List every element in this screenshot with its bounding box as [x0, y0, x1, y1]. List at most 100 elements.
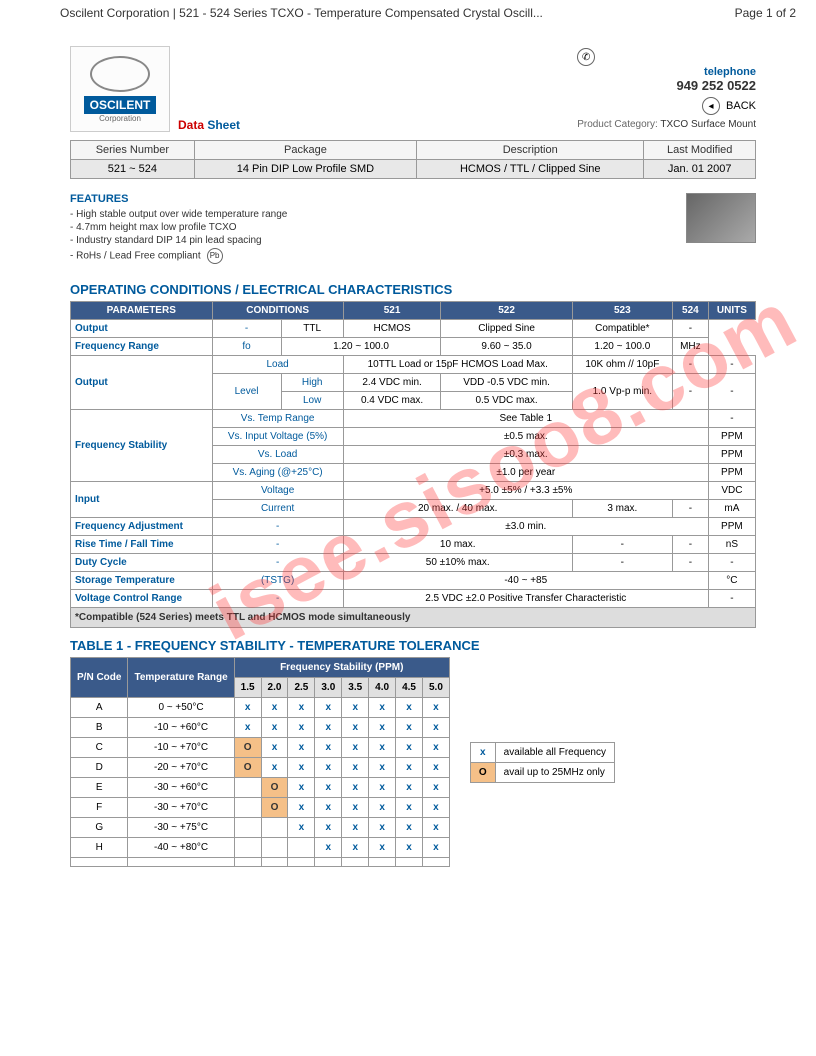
- freq-cell: x: [342, 718, 369, 738]
- feature-item: - RoHs / Lead Free compliantPb: [70, 248, 287, 264]
- freq-cell: x: [288, 778, 315, 798]
- prodcat-label: Product Category:: [577, 119, 658, 130]
- tel-label: telephone: [704, 66, 756, 78]
- freq-cell: [342, 858, 369, 867]
- spec-header: 523: [572, 302, 672, 320]
- contact-area: ✆ telephone 949 252 0522 ◂ BACK Product …: [577, 48, 756, 132]
- freq-cell: x: [315, 778, 342, 798]
- pn-code: [71, 858, 128, 867]
- freq-cell: x: [369, 718, 396, 738]
- freq-cell: x: [369, 818, 396, 838]
- freq-cell: x: [315, 818, 342, 838]
- freq-cell: x: [369, 798, 396, 818]
- freq-cell: O: [261, 798, 288, 818]
- freq-row: F-30 ~ +70°COxxxxxx: [71, 798, 450, 818]
- freq-cell: x: [396, 838, 423, 858]
- pn-code: D: [71, 758, 128, 778]
- freq-cell: x: [315, 758, 342, 778]
- freq-cell: [234, 798, 261, 818]
- freq-cell: x: [422, 798, 449, 818]
- freq-cell: x: [396, 818, 423, 838]
- temp-range: 0 ~ +50°C: [128, 698, 234, 718]
- freq-col-header: 2.0: [261, 678, 288, 698]
- pn-code: B: [71, 718, 128, 738]
- temp-range: -10 ~ +60°C: [128, 718, 234, 738]
- freq-cell: x: [288, 758, 315, 778]
- freq-row: C-10 ~ +70°COxxxxxxx: [71, 738, 450, 758]
- freq-cell: [369, 858, 396, 867]
- freq-cell: x: [315, 738, 342, 758]
- pn-code: A: [71, 698, 128, 718]
- freq-row: H-40 ~ +80°Cxxxxx: [71, 838, 450, 858]
- freq-cell: x: [342, 758, 369, 778]
- freq-cell: O: [261, 778, 288, 798]
- freq-row: E-30 ~ +60°COxxxxxx: [71, 778, 450, 798]
- summary-cell: 14 Pin DIP Low Profile SMD: [194, 160, 416, 179]
- tel-number: 949 252 0522: [577, 78, 756, 93]
- summary-table: Series NumberPackageDescriptionLast Modi…: [70, 140, 756, 179]
- summary-header: Package: [194, 141, 416, 160]
- freq-col-header: 2.5: [288, 678, 315, 698]
- freq-cell: x: [315, 698, 342, 718]
- pn-code: E: [71, 778, 128, 798]
- freq-cell: x: [396, 718, 423, 738]
- freq-cell: [234, 858, 261, 867]
- freq-cell: [288, 838, 315, 858]
- back-label[interactable]: BACK: [726, 100, 756, 112]
- freq-row: A0 ~ +50°Cxxxxxxxx: [71, 698, 450, 718]
- spec-header: PARAMETERS: [71, 302, 213, 320]
- freq-row: G-30 ~ +75°Cxxxxxx: [71, 818, 450, 838]
- phone-icon: ✆: [577, 48, 595, 66]
- freq-cell: x: [369, 738, 396, 758]
- spec-header: UNITS: [708, 302, 755, 320]
- header-title: Oscilent Corporation | 521 - 524 Series …: [60, 6, 543, 20]
- freq-cell: x: [261, 738, 288, 758]
- freq-cell: x: [396, 778, 423, 798]
- datasheet-blue: Sheet: [204, 118, 240, 132]
- section1-title: OPERATING CONDITIONS / ELECTRICAL CHARAC…: [70, 282, 756, 297]
- spec-header: CONDITIONS: [212, 302, 343, 320]
- features-list: - High stable output over wide temperatu…: [70, 209, 287, 264]
- freq-cell: x: [342, 778, 369, 798]
- freq-cell: [288, 858, 315, 867]
- pn-code: C: [71, 738, 128, 758]
- freq-legend: xavailable all Frequency Oavail up to 25…: [470, 742, 615, 783]
- freq-cell: O: [234, 758, 261, 778]
- pn-code: F: [71, 798, 128, 818]
- freq-row: B-10 ~ +60°Cxxxxxxxx: [71, 718, 450, 738]
- freq-cell: x: [369, 698, 396, 718]
- freq-cell: [261, 838, 288, 858]
- freq-cell: x: [369, 778, 396, 798]
- features-title: FEATURES: [70, 193, 287, 205]
- freq-cell: x: [234, 718, 261, 738]
- freq-cell: x: [396, 698, 423, 718]
- logo-ring-icon: [90, 56, 150, 92]
- logo-name: OSCILENT: [84, 96, 157, 114]
- summary-cell: 521 ~ 524: [71, 160, 195, 179]
- freq-cell: x: [342, 818, 369, 838]
- freq-cell: x: [396, 758, 423, 778]
- freq-table: P/N Code Temperature Range Frequency Sta…: [70, 657, 450, 867]
- section2-title: TABLE 1 - FREQUENCY STABILITY - TEMPERAT…: [70, 638, 756, 653]
- logo-sub: Corporation: [99, 114, 141, 123]
- freq-cell: x: [288, 798, 315, 818]
- datasheet-label: Data Sheet: [178, 118, 240, 132]
- logo-box: OSCILENT Corporation: [70, 46, 170, 132]
- freq-cell: x: [261, 698, 288, 718]
- back-icon[interactable]: ◂: [702, 97, 720, 115]
- freq-cell: x: [422, 778, 449, 798]
- freq-cell: x: [396, 738, 423, 758]
- freq-cell: [234, 778, 261, 798]
- freq-cell: x: [315, 838, 342, 858]
- freq-cell: x: [288, 718, 315, 738]
- spec-header: 524: [673, 302, 709, 320]
- spec-header: 521: [343, 302, 441, 320]
- freq-col-header: 5.0: [422, 678, 449, 698]
- feature-item: - High stable output over wide temperatu…: [70, 209, 287, 220]
- pb-icon: Pb: [207, 248, 223, 264]
- page-header: Oscilent Corporation | 521 - 524 Series …: [0, 0, 816, 26]
- freq-cell: [234, 838, 261, 858]
- freq-cell: x: [342, 738, 369, 758]
- freq-cell: x: [261, 758, 288, 778]
- summary-header: Series Number: [71, 141, 195, 160]
